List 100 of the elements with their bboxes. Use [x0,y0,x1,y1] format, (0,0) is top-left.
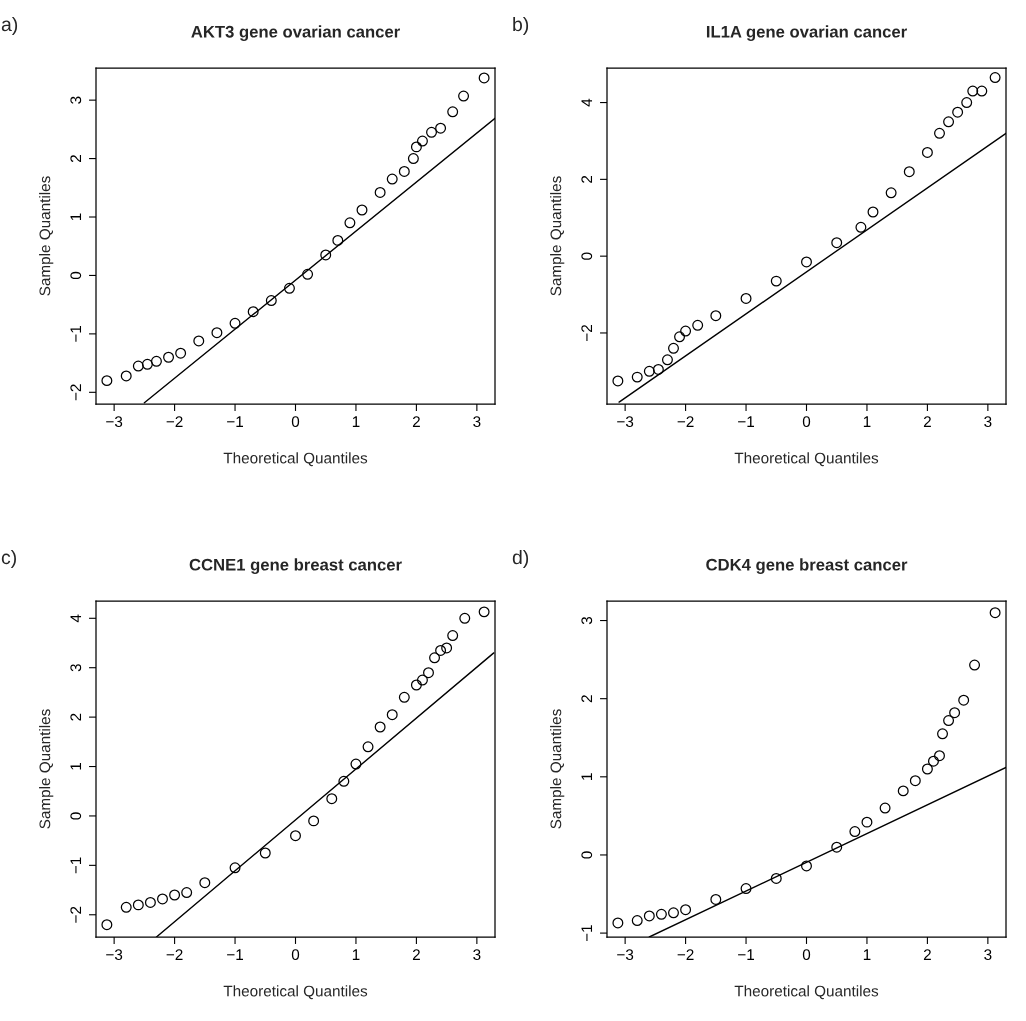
point [801,860,812,872]
point [668,907,679,919]
point [897,785,909,797]
chart-title: CCNE1 gene breast cancer [189,558,402,574]
point [362,741,374,753]
y-tick-label: 1 [581,773,593,780]
y-tick-label: 2 [70,713,82,721]
x-tick-label: 0 [802,949,811,961]
point [350,758,362,770]
point [259,847,271,859]
point [643,365,655,377]
point [831,237,843,249]
point [169,889,181,901]
point [692,319,704,331]
point [441,642,453,654]
point [927,755,939,767]
point [332,234,344,246]
point [478,606,490,618]
y-tick-label: 0 [581,252,593,260]
point [435,122,447,134]
point [247,306,259,318]
point [101,375,113,387]
x-axis-title: Theoretical Quantiles [223,452,368,467]
point [849,826,861,837]
x-tick-label: 0 [291,949,300,961]
point [909,775,921,787]
point [943,116,955,128]
point [903,166,915,178]
point [356,204,368,216]
point [958,694,970,706]
x-tick-label: 1 [863,949,871,960]
point [175,347,187,359]
x-tick-label: −1 [227,416,244,427]
y-axis-title: Sample Quantiles [550,176,565,296]
y-tick-label: −2 [70,384,82,401]
point [132,360,144,372]
point [770,872,782,884]
x-tick-label: 0 [291,416,300,428]
y-tick-label: −1 [70,325,82,342]
x-tick-label: 2 [412,949,420,960]
x-tick-label: −2 [677,416,694,427]
point [447,630,459,642]
point [855,221,867,233]
point [655,908,667,920]
point [416,135,428,147]
x-tick-label: 3 [984,416,992,428]
y-axis-title: Sample Quantiles [39,709,54,829]
y-tick-label: 0 [70,812,82,820]
point [386,709,398,721]
point [801,256,812,268]
point [652,363,664,375]
point [459,612,471,624]
point [937,728,949,740]
point [661,354,673,366]
point [290,830,301,842]
point [770,275,782,287]
x-tick-label: −1 [227,949,244,960]
point [302,268,314,280]
point [879,802,891,814]
x-tick-label: 3 [473,949,481,961]
y-axis-title: Sample Quantiles [39,176,54,296]
point [934,750,945,762]
point [612,375,624,387]
point [398,691,410,703]
point [416,674,428,686]
point [740,883,752,895]
y-tick-label: 4 [581,98,593,107]
point [229,862,241,874]
x-tick-label: 2 [412,416,420,427]
point [429,652,441,664]
x-tick-label: 0 [802,416,811,428]
point [101,919,113,931]
x-tick-label: 2 [923,949,931,960]
point [867,206,879,218]
y-tick-label: 0 [70,271,82,280]
point [141,358,153,370]
point [989,607,1001,619]
x-tick-label: −2 [677,949,694,960]
chart-title: CDK4 gene breast cancer [706,558,908,574]
text: c) [1,549,16,569]
point [458,90,470,102]
x-tick-label: −2 [166,949,183,960]
y-tick-label: 2 [70,155,82,163]
y-tick-label: 4 [70,614,82,623]
x-tick-label: 3 [984,949,992,961]
x-tick-label: 2 [923,416,931,427]
y-axis-title: Sample Quantiles [550,709,565,829]
point [132,899,144,911]
x-tick-label: 1 [352,416,360,427]
x-axis-title: Theoretical Quantiles [734,452,879,467]
point [410,141,422,153]
point [407,153,419,165]
y-tick-label: 3 [70,664,82,672]
point [410,679,422,691]
x-tick-label: −3 [617,416,634,428]
point [163,351,175,363]
y-tick-label: −2 [581,325,593,341]
point [144,896,156,908]
text: a) [1,16,18,36]
text: d) [512,549,529,569]
